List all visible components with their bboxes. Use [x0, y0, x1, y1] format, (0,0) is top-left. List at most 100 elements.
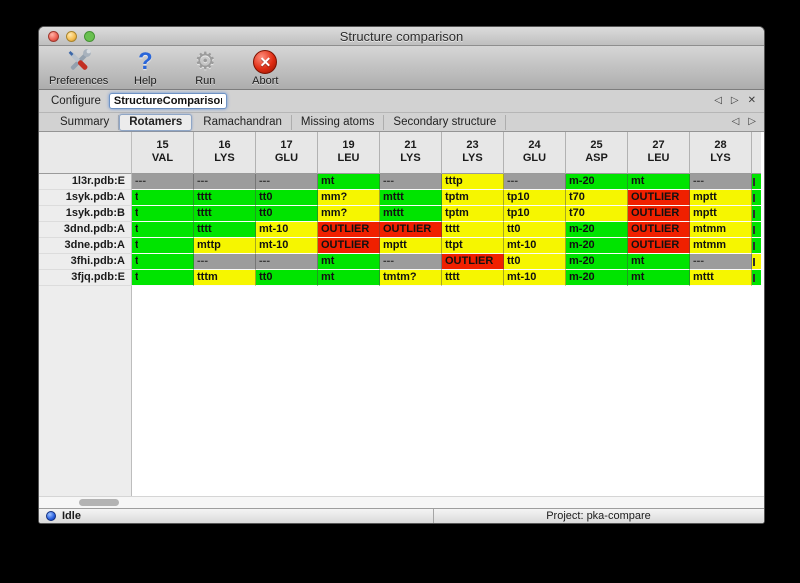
- column-header-15[interactable]: 15 VAL: [132, 132, 194, 174]
- rotamer-cell[interactable]: tt0: [256, 270, 318, 286]
- column-header-23[interactable]: 23 LYS: [442, 132, 504, 174]
- rotamer-cell[interactable]: tt0: [256, 190, 318, 206]
- rotamer-cell[interactable]: tttp: [442, 174, 504, 190]
- configure-name-input[interactable]: [108, 93, 227, 109]
- horizontal-scrollbar-thumb[interactable]: [79, 499, 119, 506]
- rotamer-cell[interactable]: mt-10: [256, 222, 318, 238]
- rotamer-cell[interactable]: t: [132, 270, 194, 286]
- rotamer-cell[interactable]: OUTLIER: [318, 222, 380, 238]
- rotamer-cell[interactable]: mt-10: [504, 270, 566, 286]
- rotamer-cell[interactable]: tp10: [504, 206, 566, 222]
- horizontal-scrollbar[interactable]: [39, 496, 764, 508]
- rotamer-cell[interactable]: m-20: [566, 222, 628, 238]
- title-bar[interactable]: Structure comparison: [39, 27, 764, 46]
- rotamer-cell[interactable]: t: [132, 238, 194, 254]
- close-window-button[interactable]: [48, 31, 59, 42]
- rotamer-cell[interactable]: tmtm?: [380, 270, 442, 286]
- rotamer-cell[interactable]: mt: [318, 270, 380, 286]
- rotamer-cell[interactable]: mtmm: [690, 222, 752, 238]
- rotamer-cell[interactable]: OUTLIER: [628, 238, 690, 254]
- tab-ramachandran[interactable]: Ramachandran: [194, 114, 292, 130]
- rotamer-cell[interactable]: tt0: [504, 222, 566, 238]
- rotamer-cell[interactable]: tttt: [442, 270, 504, 286]
- rotamer-cell[interactable]: t: [132, 254, 194, 270]
- rotamer-cell[interactable]: mt: [628, 270, 690, 286]
- rotamer-cell[interactable]: mt: [318, 254, 380, 270]
- rotamer-cell[interactable]: mtmm: [690, 238, 752, 254]
- row-label[interactable]: 1syk.pdb:B: [39, 206, 132, 222]
- column-header-28[interactable]: 28 LYS: [690, 132, 752, 174]
- rotamer-cell[interactable]: ---: [256, 254, 318, 270]
- close-configure-button[interactable]: ✕: [747, 95, 756, 106]
- column-header-25[interactable]: 25 ASP: [566, 132, 628, 174]
- rotamer-cell[interactable]: tptm: [442, 190, 504, 206]
- rotamer-cell[interactable]: tttt: [194, 206, 256, 222]
- tab-missing-atoms[interactable]: Missing atoms: [292, 114, 385, 130]
- rotamer-cell[interactable]: mttt: [380, 190, 442, 206]
- rotamer-cell[interactable]: mptt: [690, 190, 752, 206]
- rotamer-cell[interactable]: mttt: [380, 206, 442, 222]
- column-header-17[interactable]: 17 GLU: [256, 132, 318, 174]
- rotamer-cell[interactable]: m-20: [566, 254, 628, 270]
- row-label[interactable]: 3dnd.pdb:A: [39, 222, 132, 238]
- rotamer-cell[interactable]: ---: [380, 254, 442, 270]
- rotamer-cell[interactable]: OUTLIER: [318, 238, 380, 254]
- rotamer-cell[interactable]: mt-10: [504, 238, 566, 254]
- tabs-scroll-right-button[interactable]: ▷: [748, 116, 756, 127]
- rotamer-cell[interactable]: mttp: [194, 238, 256, 254]
- help-button[interactable]: ? Help: [122, 48, 168, 87]
- tab-summary[interactable]: Summary: [51, 114, 120, 130]
- abort-button[interactable]: ✕ Abort: [242, 48, 288, 87]
- rotamer-cell[interactable]: t: [132, 206, 194, 222]
- rotamer-cell[interactable]: ttpt: [442, 238, 504, 254]
- rotamer-cell[interactable]: m-20: [566, 238, 628, 254]
- rotamer-cell[interactable]: tttm: [194, 270, 256, 286]
- rotamer-cell[interactable]: mm?: [318, 206, 380, 222]
- rotamer-cell[interactable]: OUTLIER: [628, 222, 690, 238]
- rotamer-cell[interactable]: ---: [256, 174, 318, 190]
- rotamer-cell[interactable]: mttt: [690, 270, 752, 286]
- column-header-16[interactable]: 16 LYS: [194, 132, 256, 174]
- rotamer-cell[interactable]: mt: [628, 254, 690, 270]
- rotamer-cell-partial[interactable]: [752, 174, 761, 190]
- rotamer-cell[interactable]: t: [132, 190, 194, 206]
- rotamer-cell-partial[interactable]: [752, 270, 761, 286]
- minimize-window-button[interactable]: [66, 31, 77, 42]
- column-header-27[interactable]: 27 LEU: [628, 132, 690, 174]
- tabs-scroll-left-button[interactable]: ◁: [731, 116, 740, 127]
- rotamer-cell[interactable]: ---: [380, 174, 442, 190]
- rotamer-cell-partial[interactable]: [752, 222, 761, 238]
- row-label[interactable]: 3fhi.pdb:A: [39, 254, 132, 270]
- rotamer-cell[interactable]: OUTLIER: [628, 206, 690, 222]
- rotamer-cell-partial[interactable]: [752, 254, 761, 270]
- run-button[interactable]: ⚙ Run: [182, 48, 228, 87]
- rotamer-cell[interactable]: ---: [132, 174, 194, 190]
- rotamer-cell[interactable]: m-20: [566, 174, 628, 190]
- rotamer-cell[interactable]: OUTLIER: [442, 254, 504, 270]
- row-label[interactable]: 3fjq.pdb:E: [39, 270, 132, 286]
- rotamer-cell[interactable]: t70: [566, 190, 628, 206]
- rotamer-cell[interactable]: tttt: [194, 190, 256, 206]
- rotamer-cell[interactable]: tp10: [504, 190, 566, 206]
- rotamer-cell-partial[interactable]: [752, 190, 761, 206]
- prev-configure-button[interactable]: ◁: [714, 95, 722, 106]
- column-header-21[interactable]: 21 LYS: [380, 132, 442, 174]
- tab-secondary-structure[interactable]: Secondary structure: [384, 114, 507, 130]
- preferences-button[interactable]: Preferences: [49, 48, 108, 87]
- rotamer-cell[interactable]: m-20: [566, 270, 628, 286]
- rotamer-cell[interactable]: t: [132, 222, 194, 238]
- rotamer-cell[interactable]: tt0: [256, 206, 318, 222]
- next-configure-button[interactable]: ▷: [730, 95, 739, 106]
- rotamer-cell[interactable]: ---: [194, 254, 256, 270]
- rotamer-cell[interactable]: ---: [690, 174, 752, 190]
- rotamer-cell[interactable]: mt: [628, 174, 690, 190]
- rotamer-cell[interactable]: tptm: [442, 206, 504, 222]
- row-label[interactable]: 1syk.pdb:A: [39, 190, 132, 206]
- rotamer-cell[interactable]: ---: [194, 174, 256, 190]
- rotamer-cell[interactable]: mt-10: [256, 238, 318, 254]
- row-label[interactable]: 1l3r.pdb:E: [39, 174, 132, 190]
- rotamer-cell[interactable]: OUTLIER: [628, 190, 690, 206]
- rotamer-cell[interactable]: mptt: [380, 238, 442, 254]
- rotamer-cell[interactable]: ---: [690, 254, 752, 270]
- tab-rotamers[interactable]: Rotamers: [119, 113, 193, 131]
